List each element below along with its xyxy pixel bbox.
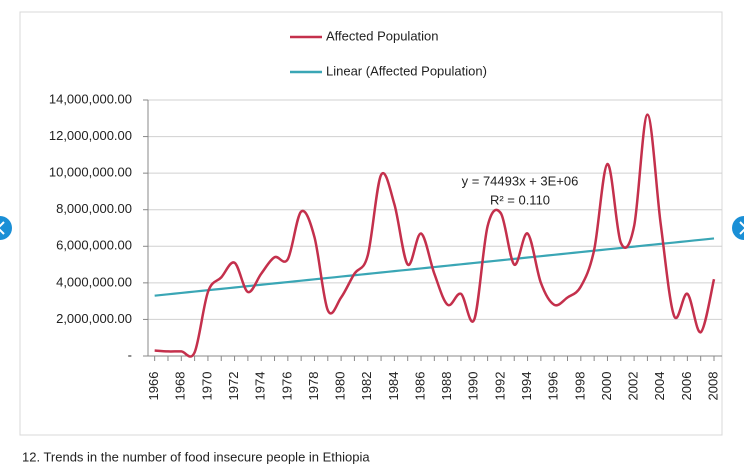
x-tick-label: 1984 bbox=[386, 372, 401, 401]
x-tick-label: 1968 bbox=[173, 372, 188, 401]
y-tick-label: 4,000,000.00 bbox=[56, 274, 132, 289]
prev-arrow[interactable] bbox=[0, 216, 12, 240]
x-tick-label: 2002 bbox=[626, 372, 641, 401]
x-tick-label: 2000 bbox=[599, 372, 614, 401]
x-tick-label: 2006 bbox=[679, 372, 694, 401]
x-tick-label: 1978 bbox=[306, 372, 321, 401]
x-tick-label: 2004 bbox=[652, 372, 667, 401]
y-tick-label: - bbox=[128, 347, 132, 362]
chart-frame bbox=[19, 11, 723, 436]
x-tick-label: 1990 bbox=[466, 372, 481, 401]
next-arrow[interactable] bbox=[732, 216, 744, 240]
x-tick-label: 1982 bbox=[359, 372, 374, 401]
series-line bbox=[154, 113, 716, 358]
prev-arrow-icon bbox=[0, 221, 5, 235]
x-tick-label: 1996 bbox=[546, 372, 561, 401]
x-tick-label: 1972 bbox=[226, 372, 241, 401]
caption: 12. Trends in the number of food insecur… bbox=[22, 449, 370, 464]
legend-label: Affected Population bbox=[326, 28, 439, 43]
y-tick-label: 14,000,000.00 bbox=[49, 91, 132, 106]
legend-label: Linear (Affected Population) bbox=[326, 63, 487, 78]
x-tick-label: 1974 bbox=[253, 372, 268, 401]
x-tick-label: 2008 bbox=[705, 372, 720, 401]
y-tick-label: 12,000,000.00 bbox=[49, 128, 132, 143]
x-tick-label: 1998 bbox=[572, 372, 587, 401]
x-tick-label: 1980 bbox=[333, 372, 348, 401]
next-arrow-icon bbox=[739, 221, 744, 235]
x-tick-label: 1966 bbox=[146, 372, 161, 401]
x-tick-label: 1970 bbox=[199, 372, 214, 401]
y-tick-label: 10,000,000.00 bbox=[49, 165, 132, 180]
x-tick-label: 1976 bbox=[279, 372, 294, 401]
annotation: y = 74493x + 3E+06 bbox=[462, 173, 579, 188]
x-tick-label: 1994 bbox=[519, 372, 534, 401]
series-line bbox=[154, 237, 715, 297]
annotation: R² = 0.110 bbox=[490, 192, 550, 207]
y-tick-label: 8,000,000.00 bbox=[56, 201, 132, 216]
x-tick-label: 1988 bbox=[439, 372, 454, 401]
x-tick-label: 1992 bbox=[492, 372, 507, 401]
x-tick-label: 1986 bbox=[412, 372, 427, 401]
y-tick-label: 6,000,000.00 bbox=[56, 238, 132, 253]
y-tick-label: 2,000,000.00 bbox=[56, 311, 132, 326]
